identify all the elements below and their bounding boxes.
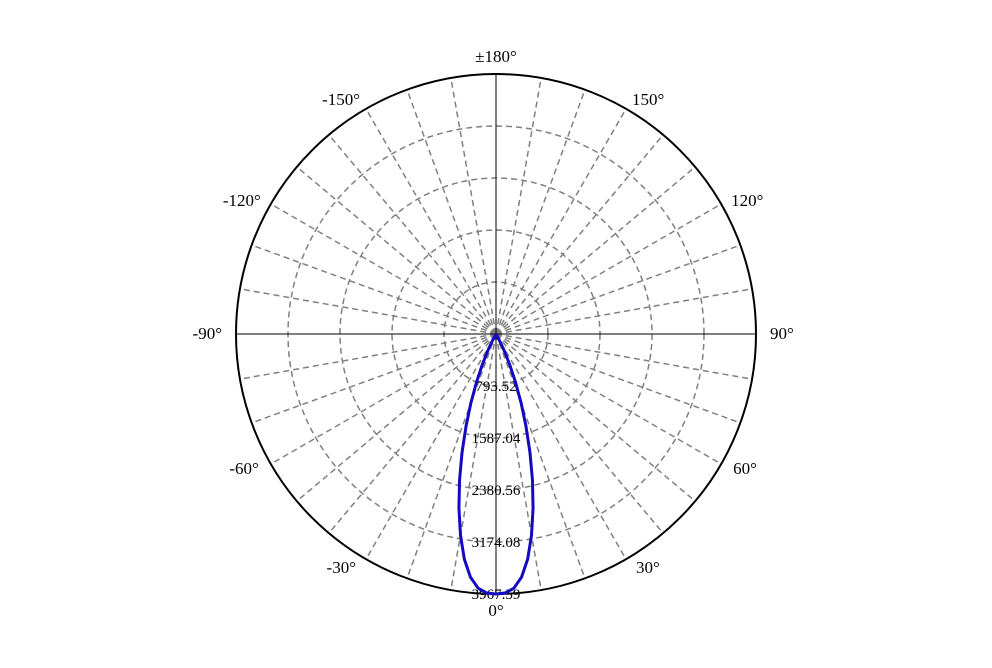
angle-label: 30°: [636, 558, 660, 577]
angle-label: ±180°: [475, 47, 517, 66]
angle-label: 120°: [731, 191, 763, 210]
grid-spoke: [496, 135, 663, 334]
grid-spoke: [496, 334, 695, 501]
angle-label: 150°: [632, 90, 664, 109]
angle-label: 0°: [488, 601, 503, 620]
angle-label: -150°: [322, 90, 360, 109]
grid-spoke: [496, 334, 663, 533]
grid-spoke: [297, 167, 496, 334]
angle-label: -60°: [229, 459, 258, 478]
angle-label: -30°: [327, 558, 356, 577]
grid-spoke: [252, 334, 496, 423]
angle-label: -90°: [193, 324, 222, 343]
angle-label: 60°: [733, 459, 757, 478]
grid-spoke: [297, 334, 496, 501]
angle-label: -120°: [223, 191, 261, 210]
grid-spoke: [329, 135, 496, 334]
grid-spoke: [252, 245, 496, 334]
grid-spoke: [496, 167, 695, 334]
polar-chart: 793.521587.042380.563174.083967.590°30°6…: [0, 0, 992, 668]
grid-spoke: [407, 90, 496, 334]
angle-label: 90°: [770, 324, 794, 343]
